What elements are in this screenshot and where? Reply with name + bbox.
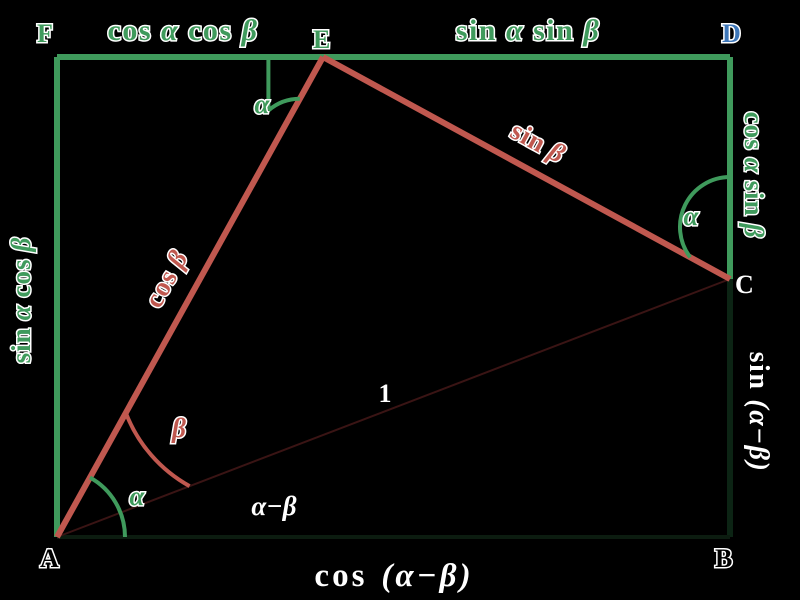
svg-text:sin(α−β): sin(α−β) <box>743 352 774 473</box>
svg-text:α: α <box>684 201 700 231</box>
svg-text:cos(α−β): cos (α−β) <box>314 558 473 594</box>
svg-text:α−β: α−β <box>251 491 296 521</box>
svg-text:A: A <box>40 544 59 573</box>
svg-text:C: C <box>735 270 754 299</box>
svg-text:α: α <box>255 89 271 119</box>
svg-text:1: 1 <box>379 379 392 408</box>
svg-text:E: E <box>313 25 330 54</box>
svg-text:D: D <box>722 19 741 48</box>
svg-text:B: B <box>715 544 732 573</box>
svg-text:α: α <box>130 481 146 511</box>
svg-text:F: F <box>37 19 53 48</box>
svg-text:β: β <box>171 413 186 443</box>
